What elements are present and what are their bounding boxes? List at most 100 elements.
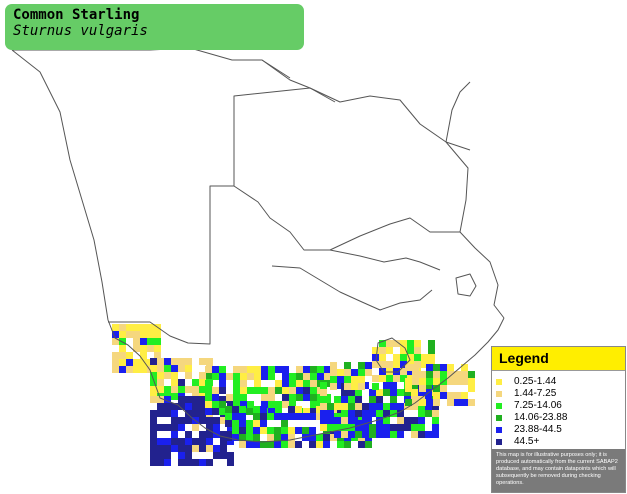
- distribution-cell: [379, 347, 386, 354]
- distribution-cell: [324, 366, 331, 373]
- species-title-box: Common Starling Sturnus vulgaris: [5, 4, 304, 50]
- distribution-cell: [419, 378, 426, 385]
- distribution-cell: [192, 379, 199, 386]
- distribution-cell: [393, 340, 400, 347]
- distribution-cell: [320, 382, 327, 389]
- distribution-cell: [206, 417, 213, 424]
- distribution-cell: [171, 417, 178, 424]
- distribution-cell: [302, 413, 309, 420]
- distribution-cell: [376, 410, 383, 417]
- distribution-cell: [240, 394, 247, 401]
- distribution-cell: [206, 445, 213, 452]
- distribution-cell: [220, 445, 227, 452]
- distribution-cell: [150, 379, 157, 386]
- distribution-cell: [150, 417, 157, 424]
- distribution-cell: [261, 394, 268, 401]
- distribution-cell: [261, 387, 268, 394]
- distribution-cell: [164, 358, 171, 365]
- distribution-cell: [426, 371, 433, 378]
- distribution-cell: [112, 366, 119, 373]
- distribution-cell: [220, 396, 227, 403]
- distribution-cell: [185, 386, 192, 393]
- distribution-cell: [309, 427, 316, 434]
- distribution-cell: [164, 452, 171, 459]
- distribution-cell: [414, 354, 421, 361]
- distribution-cell: [157, 365, 164, 372]
- legend-item: 23.88-44.5: [496, 424, 625, 436]
- distribution-cell: [288, 427, 295, 434]
- distribution-cell: [383, 382, 390, 389]
- distribution-cell: [337, 376, 344, 383]
- distribution-cell: [178, 445, 185, 452]
- distribution-cell: [362, 417, 369, 424]
- distribution-cell: [358, 420, 365, 427]
- distribution-cell: [171, 372, 178, 379]
- distribution-cell: [213, 452, 220, 459]
- distribution-cell: [171, 379, 178, 386]
- distribution-cell: [206, 431, 213, 438]
- distribution-cell: [390, 382, 397, 389]
- distribution-cell: [268, 401, 275, 408]
- distribution-cell: [275, 408, 282, 415]
- distribution-cells: [112, 324, 475, 466]
- legend-swatch: [496, 379, 502, 385]
- distribution-cell: [233, 401, 240, 408]
- distribution-cell: [232, 434, 239, 441]
- distribution-cell: [260, 441, 267, 448]
- distribution-cell: [185, 358, 192, 365]
- distribution-cell: [397, 417, 404, 424]
- legend-label: 23.88-44.5: [514, 424, 562, 435]
- distribution-cell: [232, 420, 239, 427]
- distribution-cell: [171, 358, 178, 365]
- distribution-cell: [358, 369, 365, 376]
- distribution-cell: [433, 364, 440, 371]
- distribution-cell: [267, 427, 274, 434]
- distribution-cell: [407, 347, 414, 354]
- distribution-cell: [317, 373, 324, 380]
- distribution-cell: [344, 441, 351, 448]
- distribution-cell: [376, 389, 383, 396]
- distribution-cell: [425, 431, 432, 438]
- distribution-cell: [428, 354, 435, 361]
- distribution-cell: [219, 401, 226, 408]
- distribution-cell: [320, 403, 327, 410]
- distribution-cell: [225, 406, 232, 413]
- distribution-cell: [379, 361, 386, 368]
- distribution-cell: [404, 417, 411, 424]
- distribution-cell: [348, 410, 355, 417]
- distribution-cell: [268, 394, 275, 401]
- distribution-cell: [232, 413, 239, 420]
- distribution-cell: [112, 331, 119, 338]
- distribution-cell: [337, 369, 344, 376]
- distribution-cell: [432, 403, 439, 410]
- distribution-cell: [185, 459, 192, 466]
- distribution-cell: [227, 459, 234, 466]
- distribution-cell: [404, 424, 411, 431]
- distribution-cell: [355, 403, 362, 410]
- distribution-cell: [185, 417, 192, 424]
- distribution-cell: [150, 438, 157, 445]
- distribution-cell: [327, 424, 334, 431]
- distribution-cell: [302, 427, 309, 434]
- distribution-cell: [334, 382, 341, 389]
- distribution-cell: [341, 389, 348, 396]
- distribution-cell: [171, 410, 178, 417]
- distribution-cell: [303, 373, 310, 380]
- distribution-cell: [220, 452, 227, 459]
- distribution-cell: [383, 417, 390, 424]
- distribution-cell: [296, 380, 303, 387]
- distribution-cell: [344, 369, 351, 376]
- distribution-cell: [275, 401, 282, 408]
- distribution-cell: [379, 368, 386, 375]
- distribution-cell: [289, 387, 296, 394]
- distribution-cell: [411, 382, 418, 389]
- distribution-cell: [412, 364, 419, 371]
- distribution-cell: [289, 394, 296, 401]
- distribution-cell: [268, 387, 275, 394]
- distribution-cell: [267, 441, 274, 448]
- distribution-cell: [440, 364, 447, 371]
- distribution-cell: [171, 445, 178, 452]
- distribution-cell: [461, 378, 468, 385]
- distribution-cell: [334, 417, 341, 424]
- distribution-cell: [268, 408, 275, 415]
